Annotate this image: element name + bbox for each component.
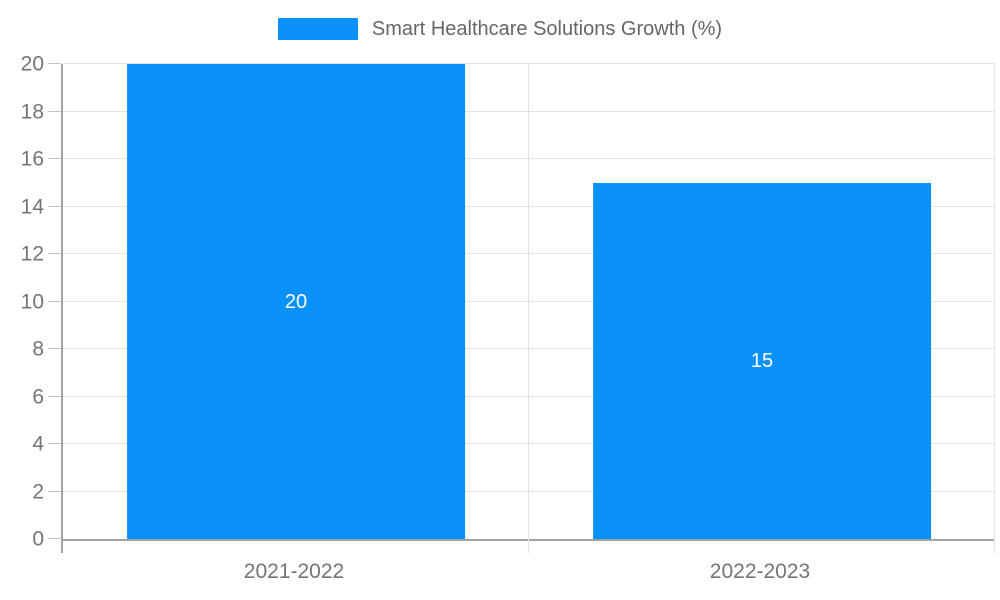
y-tick-label: 10 — [20, 290, 44, 313]
y-tick-label: 6 — [32, 385, 44, 408]
y-tick-label: 4 — [32, 432, 44, 456]
y-axis-tick — [48, 538, 61, 539]
bar-value-label: 15 — [750, 349, 774, 372]
gridline — [63, 205, 995, 207]
gridline — [63, 395, 995, 397]
y-tick-label: 8 — [32, 337, 44, 361]
gridline — [63, 443, 995, 444]
y-tick-label: 20 — [20, 52, 44, 76]
y-axis-tick — [48, 253, 61, 254]
category-splitline — [528, 64, 529, 553]
gridline — [63, 348, 995, 349]
y-axis-tick — [48, 300, 61, 302]
y-tick-label: 18 — [20, 100, 44, 123]
y-axis-tick — [48, 63, 61, 64]
y-tick-label: 14 — [20, 195, 44, 218]
x-tick-label: 2021-2022 — [243, 560, 345, 583]
gridline — [63, 63, 995, 64]
bar-value-label: 20 — [284, 290, 308, 313]
y-axis-tick — [48, 395, 61, 397]
plot-area: 0 2 4 6 8 10 12 14 16 18 20 20 15 — [21, 54, 995, 553]
gridline — [63, 253, 995, 254]
y-axis-tick — [48, 348, 61, 349]
bar[interactable]: 20 — [127, 64, 465, 539]
y-axis-line — [61, 539, 63, 553]
y-tick-label: 16 — [20, 147, 44, 171]
gridline — [63, 490, 995, 492]
y-axis-tick — [48, 490, 61, 492]
x-tick-label: 2022-2023 — [709, 560, 811, 583]
y-tick-label: 2 — [32, 480, 44, 503]
category-splitline — [994, 64, 995, 553]
y-tick-label: 12 — [20, 242, 44, 266]
y-axis-tick — [48, 205, 61, 207]
y-axis-tick — [48, 158, 61, 159]
gridline — [63, 110, 995, 112]
y-axis-tick — [48, 110, 61, 112]
y-tick-label: 0 — [32, 527, 44, 551]
gridline — [63, 158, 995, 159]
legend-swatch-icon — [277, 18, 358, 40]
bar[interactable]: 15 — [593, 182, 931, 539]
legend-label: Smart Healthcare Solutions Growth (%) — [371, 18, 723, 40]
x-axis-labels: 2021-2022 2022-2023 — [61, 561, 993, 589]
y-axis-tick — [48, 443, 61, 444]
legend[interactable]: Smart Healthcare Solutions Growth (%) — [0, 18, 1000, 40]
gridline — [63, 300, 995, 302]
